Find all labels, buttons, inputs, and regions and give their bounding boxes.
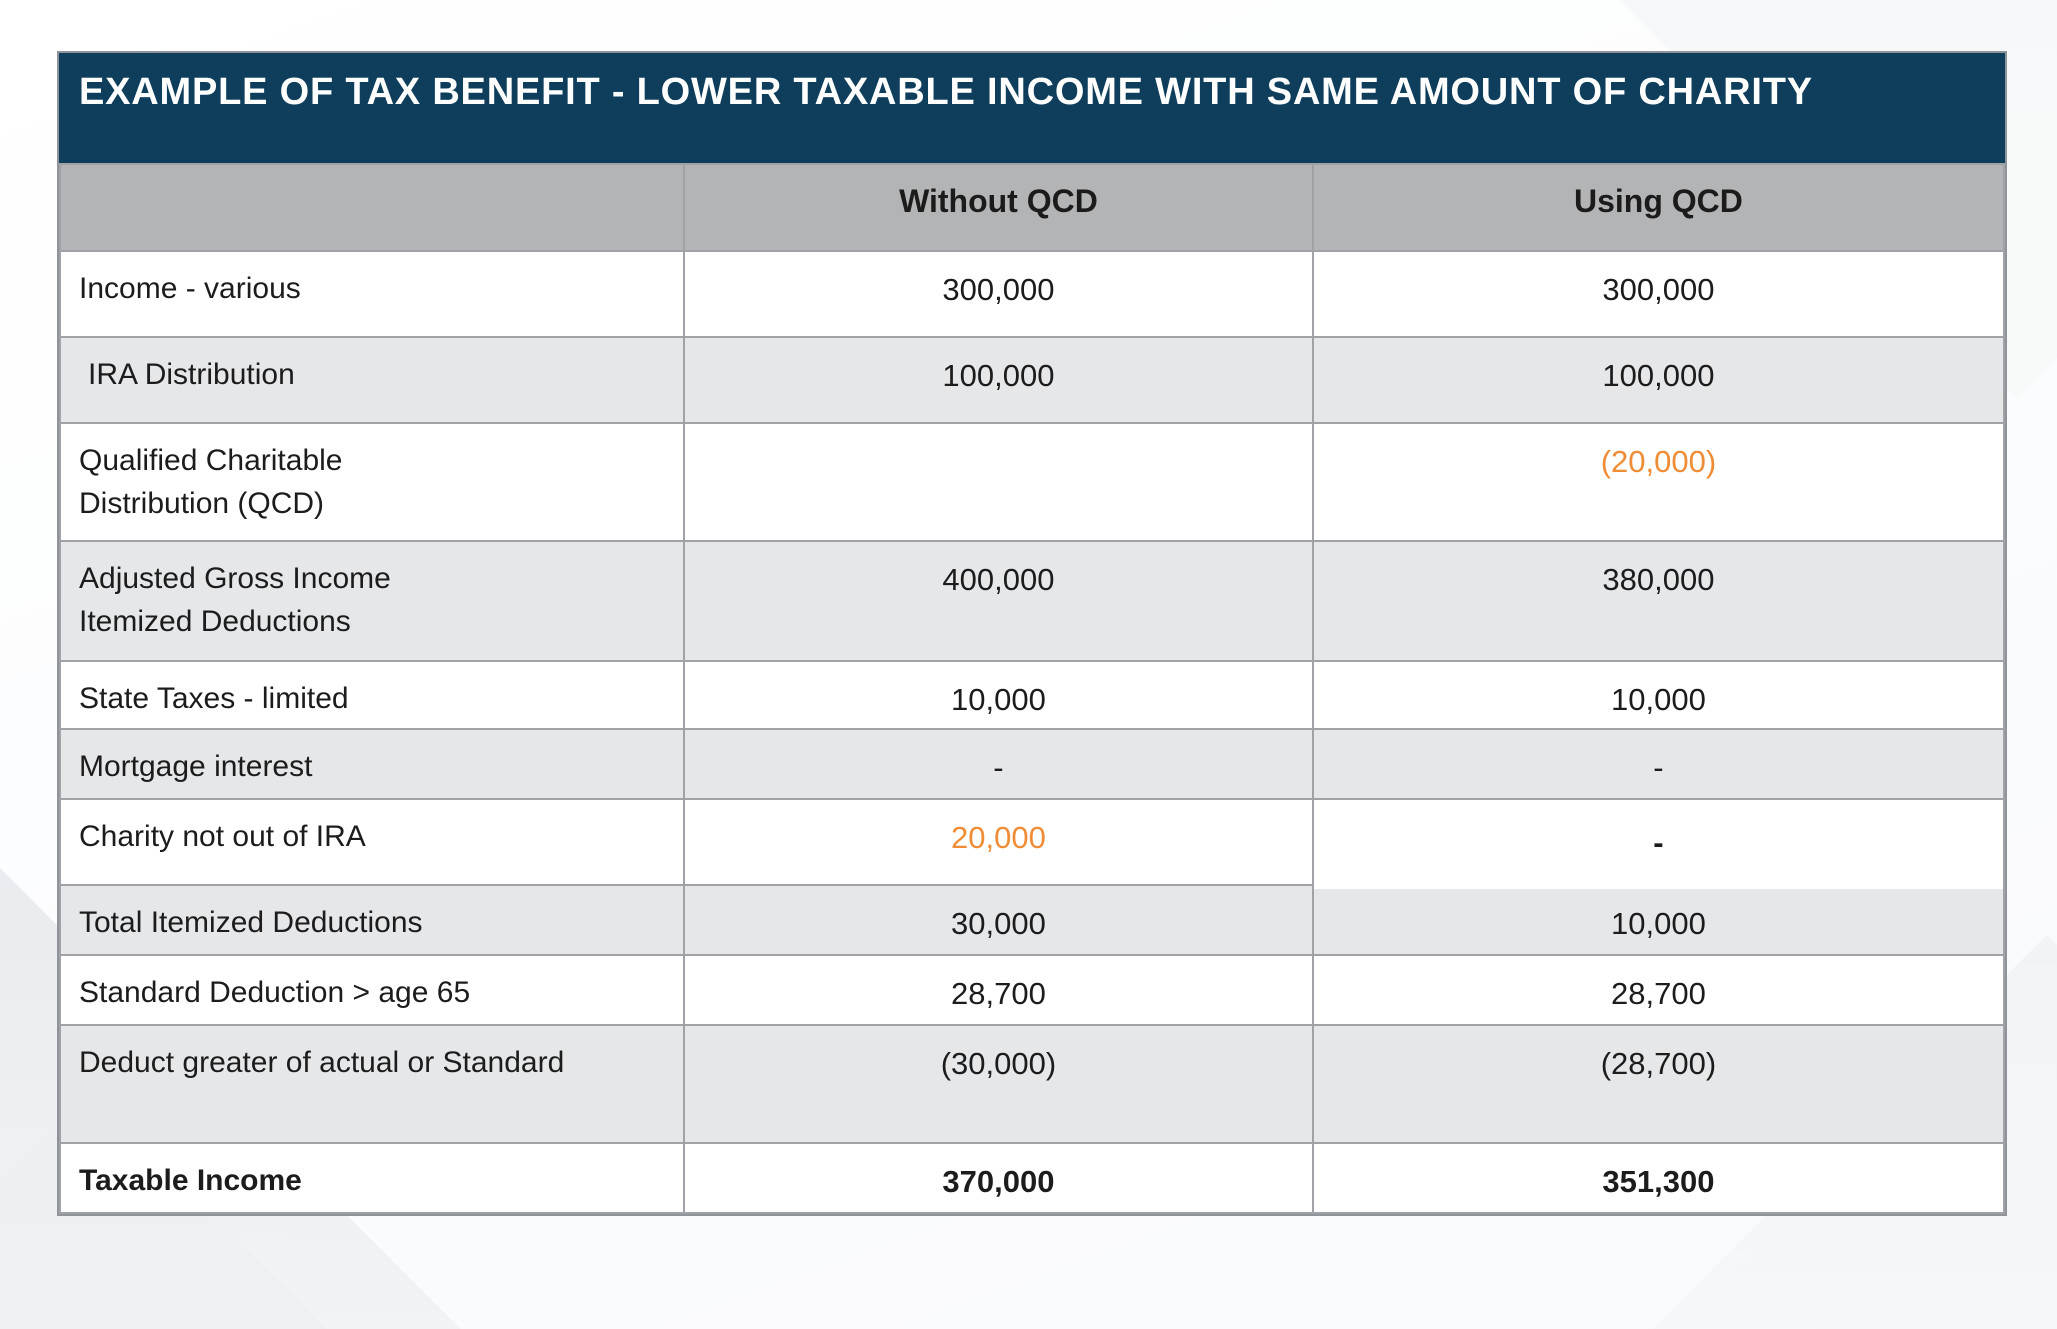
table-row: Qualified Charitable Distribution (QCD) … xyxy=(58,422,2006,542)
table-row: Total Itemized Deductions 30,000 10,000 xyxy=(58,884,2006,956)
value-using-qcd: 28,700 xyxy=(1311,954,2006,1026)
value-using-qcd: 100,000 xyxy=(1311,336,2006,424)
table-row: Taxable Income 370,000 351,300 xyxy=(58,1142,2006,1214)
row-label: Taxable Income xyxy=(58,1142,686,1214)
row-label: Qualified Charitable Distribution (QCD) xyxy=(58,422,686,542)
value-without-qcd: 300,000 xyxy=(683,250,1314,338)
row-label: Deduct greater of actual or Standard xyxy=(58,1024,686,1144)
value-without-qcd xyxy=(683,422,1314,542)
value-using-qcd: (28,700) xyxy=(1311,1024,2006,1144)
table-title: EXAMPLE OF TAX BENEFIT - LOWER TAXABLE I… xyxy=(79,71,1813,113)
value-without-qcd: 400,000 xyxy=(683,540,1314,662)
value-without-qcd: - xyxy=(683,728,1314,800)
table-row: Adjusted Gross Income Itemized Deduction… xyxy=(58,540,2006,662)
row-label: Adjusted Gross Income Itemized Deduction… xyxy=(58,540,686,662)
table-row: State Taxes - limited 10,000 10,000 xyxy=(58,660,2006,730)
value-using-qcd: 10,000 xyxy=(1311,660,2006,730)
value-using-qcd: 351,300 xyxy=(1311,1142,2006,1214)
value-without-qcd: 100,000 xyxy=(683,336,1314,424)
row-label: Charity not out of IRA xyxy=(58,798,686,886)
column-header-without-qcd: Without QCD xyxy=(683,163,1314,252)
row-label: IRA Distribution xyxy=(58,336,686,424)
column-header-using-qcd: Using QCD xyxy=(1311,163,2006,252)
row-label: Income - various xyxy=(58,250,686,338)
value-using-qcd: 380,000 xyxy=(1311,540,2006,662)
qcd-comparison-table: Without QCD Using QCD Income - various 3… xyxy=(58,163,2006,1214)
table-row: Standard Deduction > age 65 28,700 28,70… xyxy=(58,954,2006,1026)
table-row: Mortgage interest - - xyxy=(58,728,2006,800)
row-label: Standard Deduction > age 65 xyxy=(58,954,686,1026)
table-row: Deduct greater of actual or Standard (30… xyxy=(58,1024,2006,1144)
value-using-qcd: - xyxy=(1311,728,2006,800)
value-without-qcd: 30,000 xyxy=(683,884,1314,956)
column-header-row: Without QCD Using QCD xyxy=(58,163,2006,252)
row-label: Total Itemized Deductions xyxy=(58,884,686,956)
table-row: Income - various 300,000 300,000 xyxy=(58,250,2006,338)
table-row: Charity not out of IRA 20,000 - xyxy=(58,798,2006,891)
value-using-qcd: 10,000 xyxy=(1311,884,2006,956)
value-without-qcd: 10,000 xyxy=(683,660,1314,730)
column-header-empty xyxy=(58,163,686,252)
table-title-bar: EXAMPLE OF TAX BENEFIT - LOWER TAXABLE I… xyxy=(59,53,2005,163)
value-without-qcd: 370,000 xyxy=(683,1142,1314,1214)
value-using-qcd: 300,000 xyxy=(1311,250,2006,338)
table-row: IRA Distribution 100,000 100,000 xyxy=(58,336,2006,424)
tax-benefit-table: EXAMPLE OF TAX BENEFIT - LOWER TAXABLE I… xyxy=(57,51,2007,1216)
value-without-qcd: 20,000 xyxy=(683,798,1314,886)
value-using-qcd: - xyxy=(1311,803,2006,891)
row-label: State Taxes - limited xyxy=(58,660,686,730)
value-using-qcd: (20,000) xyxy=(1311,422,2006,542)
value-without-qcd: 28,700 xyxy=(683,954,1314,1026)
row-label: Mortgage interest xyxy=(58,728,686,800)
value-without-qcd: (30,000) xyxy=(683,1024,1314,1144)
